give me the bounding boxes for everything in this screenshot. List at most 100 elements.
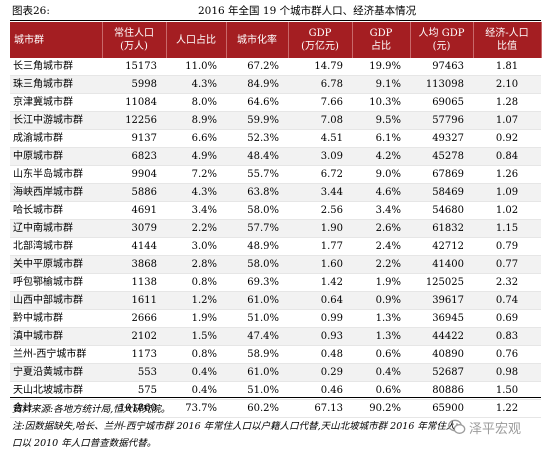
- value-cell: 0.9%: [352, 291, 410, 310]
- value-cell: 1.81: [473, 58, 541, 76]
- value-cell: 45278: [410, 147, 473, 166]
- value-cell: 1.15: [473, 219, 541, 238]
- value-cell: 4144: [102, 237, 166, 256]
- value-cell: 0.29: [288, 363, 352, 382]
- cluster-name-cell: 成渝城市群: [10, 129, 102, 148]
- column-header: GDP (万亿元): [288, 22, 353, 58]
- value-cell: 1173: [102, 345, 166, 364]
- cluster-name-cell: 兰州-西宁城市群: [10, 345, 102, 364]
- value-cell: 0.84: [473, 147, 541, 166]
- value-cell: 0.4%: [166, 363, 226, 382]
- value-cell: 7.08: [288, 111, 352, 130]
- value-cell: 125025: [410, 273, 473, 292]
- column-header: 经济-人口 比值: [473, 22, 542, 58]
- value-cell: 0.92: [473, 129, 541, 148]
- column-header: 人均 GDP (元): [410, 22, 474, 58]
- value-cell: 1.22: [473, 399, 541, 418]
- cluster-name-cell: 山西中部城市群: [10, 291, 102, 310]
- value-cell: 0.8%: [166, 273, 226, 292]
- value-cell: 0.6%: [352, 345, 410, 364]
- value-cell: 9137: [102, 129, 166, 148]
- value-cell: 41400: [410, 255, 473, 274]
- watermark: 泽平宏观: [448, 416, 546, 438]
- value-cell: 59.9%: [226, 111, 288, 130]
- value-cell: 1.77: [288, 237, 352, 256]
- value-cell: 1.9%: [166, 309, 226, 328]
- column-header: 人口占比: [166, 22, 227, 58]
- table-row: 宁夏沿黄城市群 553 0.4% 61.0% 0.29 0.4% 52687 0.98: [10, 363, 541, 382]
- value-cell: 1138: [102, 273, 166, 292]
- total-row: 合计 101860 73.7% 60.2% 67.13 90.2% 65900 1.22: [10, 399, 541, 418]
- value-cell: 14.79: [288, 58, 352, 76]
- value-cell: 2.8%: [166, 255, 226, 274]
- value-cell: 1.02: [473, 201, 541, 220]
- value-cell: 2666: [102, 309, 166, 328]
- value-cell: 42712: [410, 237, 473, 256]
- value-cell: 4.3%: [166, 75, 226, 94]
- value-cell: 61.0%: [226, 363, 288, 382]
- value-cell: 0.77: [473, 255, 541, 274]
- value-cell: 2.32: [473, 273, 541, 292]
- value-cell: 64.6%: [226, 93, 288, 112]
- table-row: 天山北坡城市群 575 0.4% 51.0% 0.46 0.6% 80886 1.50: [10, 381, 541, 400]
- source-note: 资料来源:各地方统计局,恒大研究院。: [12, 404, 171, 415]
- value-cell: 7.66: [288, 93, 352, 112]
- table-row: 兰州-西宁城市群 1173 0.8% 58.9% 0.48 0.6% 40890 0.76: [10, 345, 541, 364]
- cluster-name-cell: 海峡西岸城市群: [10, 183, 102, 202]
- value-cell: 69065: [410, 93, 473, 112]
- cluster-name-cell: 滇中城市群: [10, 327, 102, 346]
- value-cell: 553: [102, 363, 166, 382]
- value-cell: 1.90: [288, 219, 352, 238]
- value-cell: 1.09: [473, 183, 541, 202]
- value-cell: 2.2%: [166, 219, 226, 238]
- value-cell: 73.7%: [166, 399, 226, 418]
- table-row: 呼包鄂榆城市群 1138 0.8% 69.3% 1.42 1.9% 125025 2.32: [10, 273, 541, 292]
- value-cell: 54680: [410, 201, 473, 220]
- value-cell: 1611: [102, 291, 166, 310]
- top-rule: [10, 20, 541, 21]
- table-header: 城市群 常住人口 (万人) 人口占比 城市化率 GDP (万亿元) GDP 占比 人均 GDP (元…: [10, 22, 542, 58]
- value-cell: 3079: [102, 219, 166, 238]
- cluster-name-cell: 北部湾城市群: [10, 237, 102, 256]
- value-cell: 52.3%: [226, 129, 288, 148]
- cluster-name-cell: 哈长城市群: [10, 201, 102, 220]
- value-cell: 67.13: [288, 399, 352, 418]
- value-cell: 58469: [410, 183, 473, 202]
- value-cell: 57.7%: [226, 219, 288, 238]
- table-row: 山东半岛城市群 9904 7.2% 55.7% 6.72 9.0% 67869 1.26: [10, 165, 541, 184]
- value-cell: 11.0%: [166, 58, 226, 76]
- value-cell: 2102: [102, 327, 166, 346]
- value-cell: 4.6%: [352, 183, 410, 202]
- bottom-rule: [10, 397, 541, 398]
- value-cell: 9904: [102, 165, 166, 184]
- cluster-name-cell: 呼包鄂榆城市群: [10, 273, 102, 292]
- cluster-name-cell: 中原城市群: [10, 147, 102, 166]
- cluster-name-cell: 合计: [10, 399, 102, 418]
- value-cell: 51.0%: [226, 309, 288, 328]
- value-cell: 1.07: [473, 111, 541, 130]
- cluster-name-cell: 宁夏沿黄城市群: [10, 363, 102, 382]
- value-cell: 61832: [410, 219, 473, 238]
- value-cell: 8.0%: [166, 93, 226, 112]
- figure-label: 图表26:: [12, 5, 50, 17]
- value-cell: 4.2%: [352, 147, 410, 166]
- value-cell: 39617: [410, 291, 473, 310]
- column-header: 常住人口 (万人): [102, 22, 167, 58]
- value-cell: 10.3%: [352, 93, 410, 112]
- value-cell: 5998: [102, 75, 166, 94]
- value-cell: 0.4%: [352, 363, 410, 382]
- value-cell: 0.79: [473, 237, 541, 256]
- table-row: 山西中部城市群 1611 1.2% 61.0% 0.64 0.9% 39617 0.74: [10, 291, 541, 310]
- value-cell: 4.9%: [166, 147, 226, 166]
- value-cell: 0.69: [473, 309, 541, 328]
- value-cell: 9.1%: [352, 75, 410, 94]
- table-row: 中原城市群 6823 4.9% 48.4% 3.09 4.2% 45278 0.84: [10, 147, 541, 166]
- table-row: 哈长城市群 4691 3.4% 58.0% 2.56 3.4% 54680 1.02: [10, 201, 541, 220]
- wechat-icon: [448, 419, 466, 434]
- value-cell: 3868: [102, 255, 166, 274]
- cluster-name-cell: 黔中城市群: [10, 309, 102, 328]
- value-cell: 40890: [410, 345, 473, 364]
- figure-title-row: 图表26: 2016 年全国 19 个城市群人口、经济基本情况: [12, 3, 542, 19]
- value-cell: 0.48: [288, 345, 352, 364]
- value-cell: 1.5%: [166, 327, 226, 346]
